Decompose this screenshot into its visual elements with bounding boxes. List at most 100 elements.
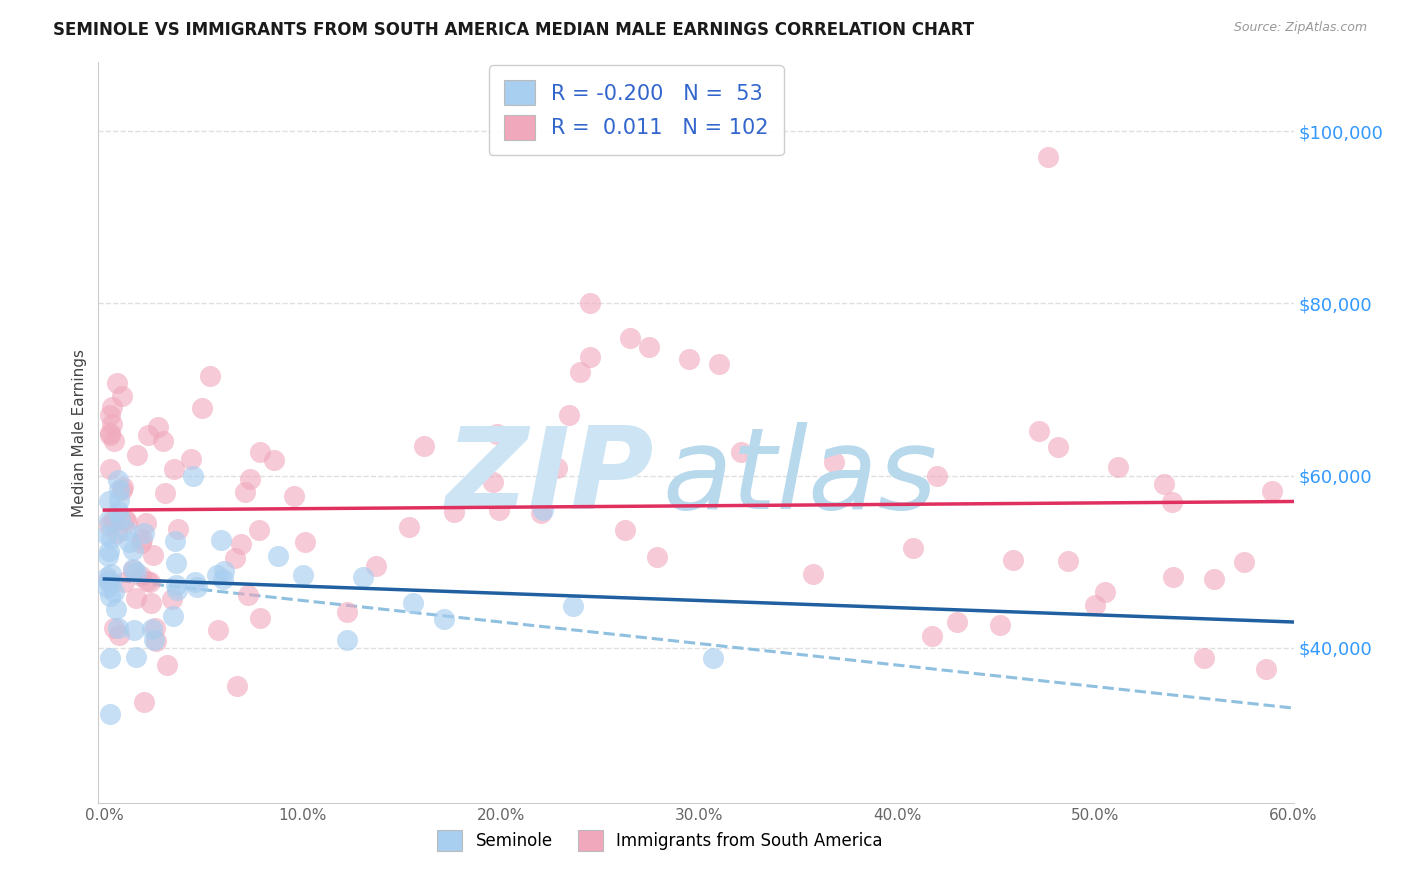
Point bbox=[190, 401, 212, 415]
Point bbox=[207, 623, 229, 637]
Point bbox=[100, 567, 122, 582]
Point bbox=[115, 523, 138, 537]
Point bbox=[1056, 554, 1078, 568]
Point bbox=[141, 596, 163, 610]
Point bbox=[901, 541, 924, 555]
Point bbox=[98, 425, 121, 440]
Point bbox=[224, 551, 246, 566]
Point bbox=[239, 472, 262, 486]
Point bbox=[730, 445, 752, 459]
Point bbox=[561, 599, 583, 613]
Point bbox=[579, 296, 602, 310]
Point bbox=[97, 517, 120, 532]
Point bbox=[398, 520, 420, 534]
Point bbox=[142, 632, 165, 647]
Point bbox=[98, 589, 121, 603]
Point bbox=[103, 434, 125, 449]
Point bbox=[101, 400, 124, 414]
Point bbox=[124, 649, 146, 664]
Point bbox=[146, 419, 169, 434]
Point bbox=[124, 623, 146, 637]
Point bbox=[823, 455, 845, 469]
Y-axis label: Median Male Earnings: Median Male Earnings bbox=[72, 349, 87, 516]
Text: SEMINOLE VS IMMIGRANTS FROM SOUTH AMERICA MEDIAN MALE EARNINGS CORRELATION CHART: SEMINOLE VS IMMIGRANTS FROM SOUTH AMERIC… bbox=[53, 21, 974, 39]
Point bbox=[97, 549, 120, 564]
Point bbox=[125, 448, 148, 462]
Point bbox=[100, 427, 122, 442]
Point bbox=[1161, 570, 1184, 584]
Point bbox=[1204, 572, 1226, 586]
Point bbox=[153, 485, 176, 500]
Point bbox=[122, 563, 145, 577]
Text: Source: ZipAtlas.com: Source: ZipAtlas.com bbox=[1233, 21, 1367, 35]
Point bbox=[352, 570, 374, 584]
Point bbox=[1153, 476, 1175, 491]
Point bbox=[134, 525, 156, 540]
Point bbox=[131, 532, 153, 546]
Point bbox=[98, 650, 121, 665]
Point bbox=[100, 575, 122, 590]
Point bbox=[160, 592, 183, 607]
Point bbox=[98, 461, 121, 475]
Point bbox=[988, 618, 1011, 632]
Point bbox=[236, 588, 259, 602]
Point bbox=[165, 578, 187, 592]
Point bbox=[145, 634, 167, 648]
Text: ZIP: ZIP bbox=[446, 422, 654, 533]
Point bbox=[283, 489, 305, 503]
Point bbox=[135, 516, 157, 530]
Point bbox=[110, 483, 132, 497]
Point bbox=[647, 550, 669, 565]
Point bbox=[98, 409, 121, 423]
Point bbox=[114, 512, 136, 526]
Point bbox=[166, 522, 188, 536]
Point bbox=[229, 536, 252, 550]
Point bbox=[115, 515, 138, 529]
Point bbox=[249, 611, 271, 625]
Point bbox=[125, 591, 148, 606]
Point bbox=[1047, 440, 1070, 454]
Point bbox=[413, 439, 436, 453]
Point bbox=[1261, 484, 1284, 499]
Point bbox=[336, 605, 359, 619]
Point bbox=[105, 525, 128, 540]
Point bbox=[569, 365, 592, 379]
Point bbox=[638, 339, 661, 353]
Point bbox=[183, 468, 205, 483]
Point bbox=[163, 534, 186, 549]
Point bbox=[531, 503, 554, 517]
Point bbox=[945, 615, 967, 629]
Point bbox=[98, 575, 121, 590]
Point bbox=[921, 629, 943, 643]
Point bbox=[212, 572, 235, 586]
Point bbox=[180, 451, 202, 466]
Point bbox=[488, 503, 510, 517]
Point bbox=[96, 527, 118, 541]
Point bbox=[111, 389, 134, 403]
Point bbox=[129, 536, 152, 550]
Point bbox=[1107, 460, 1129, 475]
Point bbox=[263, 453, 285, 467]
Point bbox=[107, 483, 129, 497]
Point bbox=[97, 494, 120, 508]
Point bbox=[1084, 598, 1107, 612]
Point bbox=[678, 352, 700, 367]
Point bbox=[112, 575, 135, 590]
Point bbox=[558, 409, 581, 423]
Point bbox=[107, 621, 129, 635]
Point bbox=[184, 575, 207, 590]
Point bbox=[141, 623, 163, 637]
Point bbox=[1254, 661, 1277, 675]
Point bbox=[1001, 553, 1024, 567]
Point bbox=[139, 574, 162, 589]
Point bbox=[98, 544, 121, 558]
Point bbox=[122, 562, 145, 576]
Point bbox=[108, 512, 131, 526]
Point bbox=[619, 331, 641, 345]
Point bbox=[294, 535, 316, 549]
Point bbox=[101, 513, 124, 527]
Point bbox=[97, 574, 120, 588]
Point bbox=[1028, 424, 1050, 438]
Point bbox=[443, 505, 465, 519]
Point bbox=[105, 376, 128, 390]
